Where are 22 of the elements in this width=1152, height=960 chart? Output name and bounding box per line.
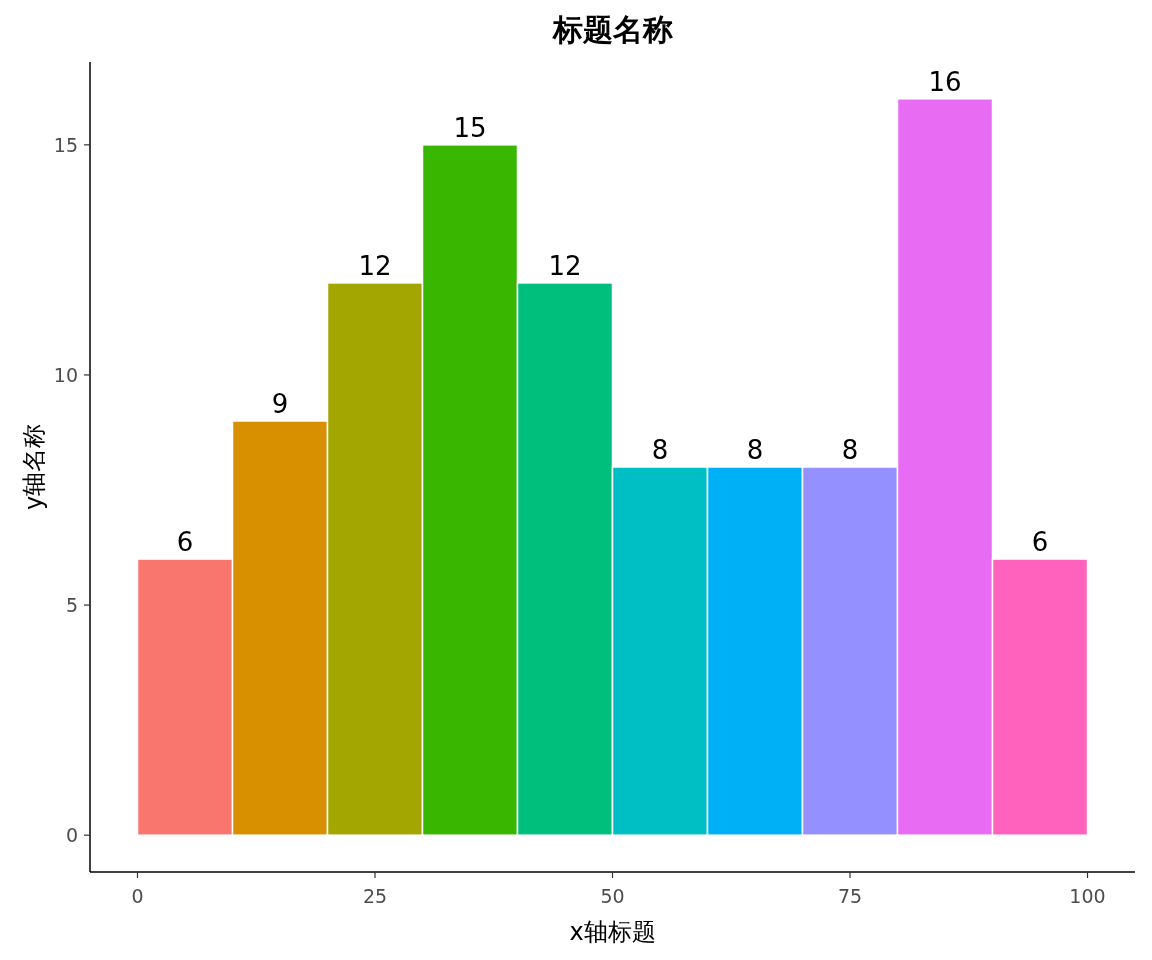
x-axis-title: x轴标题 — [569, 918, 656, 946]
y-tick-label: 15 — [53, 133, 78, 156]
x-tick-label: 75 — [837, 885, 863, 907]
data-label: 15 — [453, 112, 487, 143]
y-tick-label: 0 — [65, 824, 78, 847]
y-tick-label: 10 — [53, 363, 78, 386]
data-label: 12 — [358, 250, 392, 281]
y-tick-label: 5 — [65, 594, 78, 617]
chart-title: 标题名称 — [551, 12, 673, 47]
x-tick-label: 50 — [600, 885, 625, 907]
data-label: 6 — [1031, 527, 1049, 558]
x-tick-label: 0 — [131, 885, 144, 907]
x-tick-label: 25 — [362, 885, 388, 907]
data-label: 8 — [651, 435, 669, 465]
data-label: 8 — [841, 435, 859, 465]
y-axis-title: y轴名称 — [20, 423, 48, 511]
data-label: 9 — [271, 388, 289, 419]
data-label: 16 — [928, 66, 962, 97]
data-label: 6 — [176, 527, 194, 558]
x-tick-label: 100 — [1069, 885, 1106, 907]
data-label: 12 — [548, 250, 582, 281]
data-label: 8 — [746, 435, 764, 465]
